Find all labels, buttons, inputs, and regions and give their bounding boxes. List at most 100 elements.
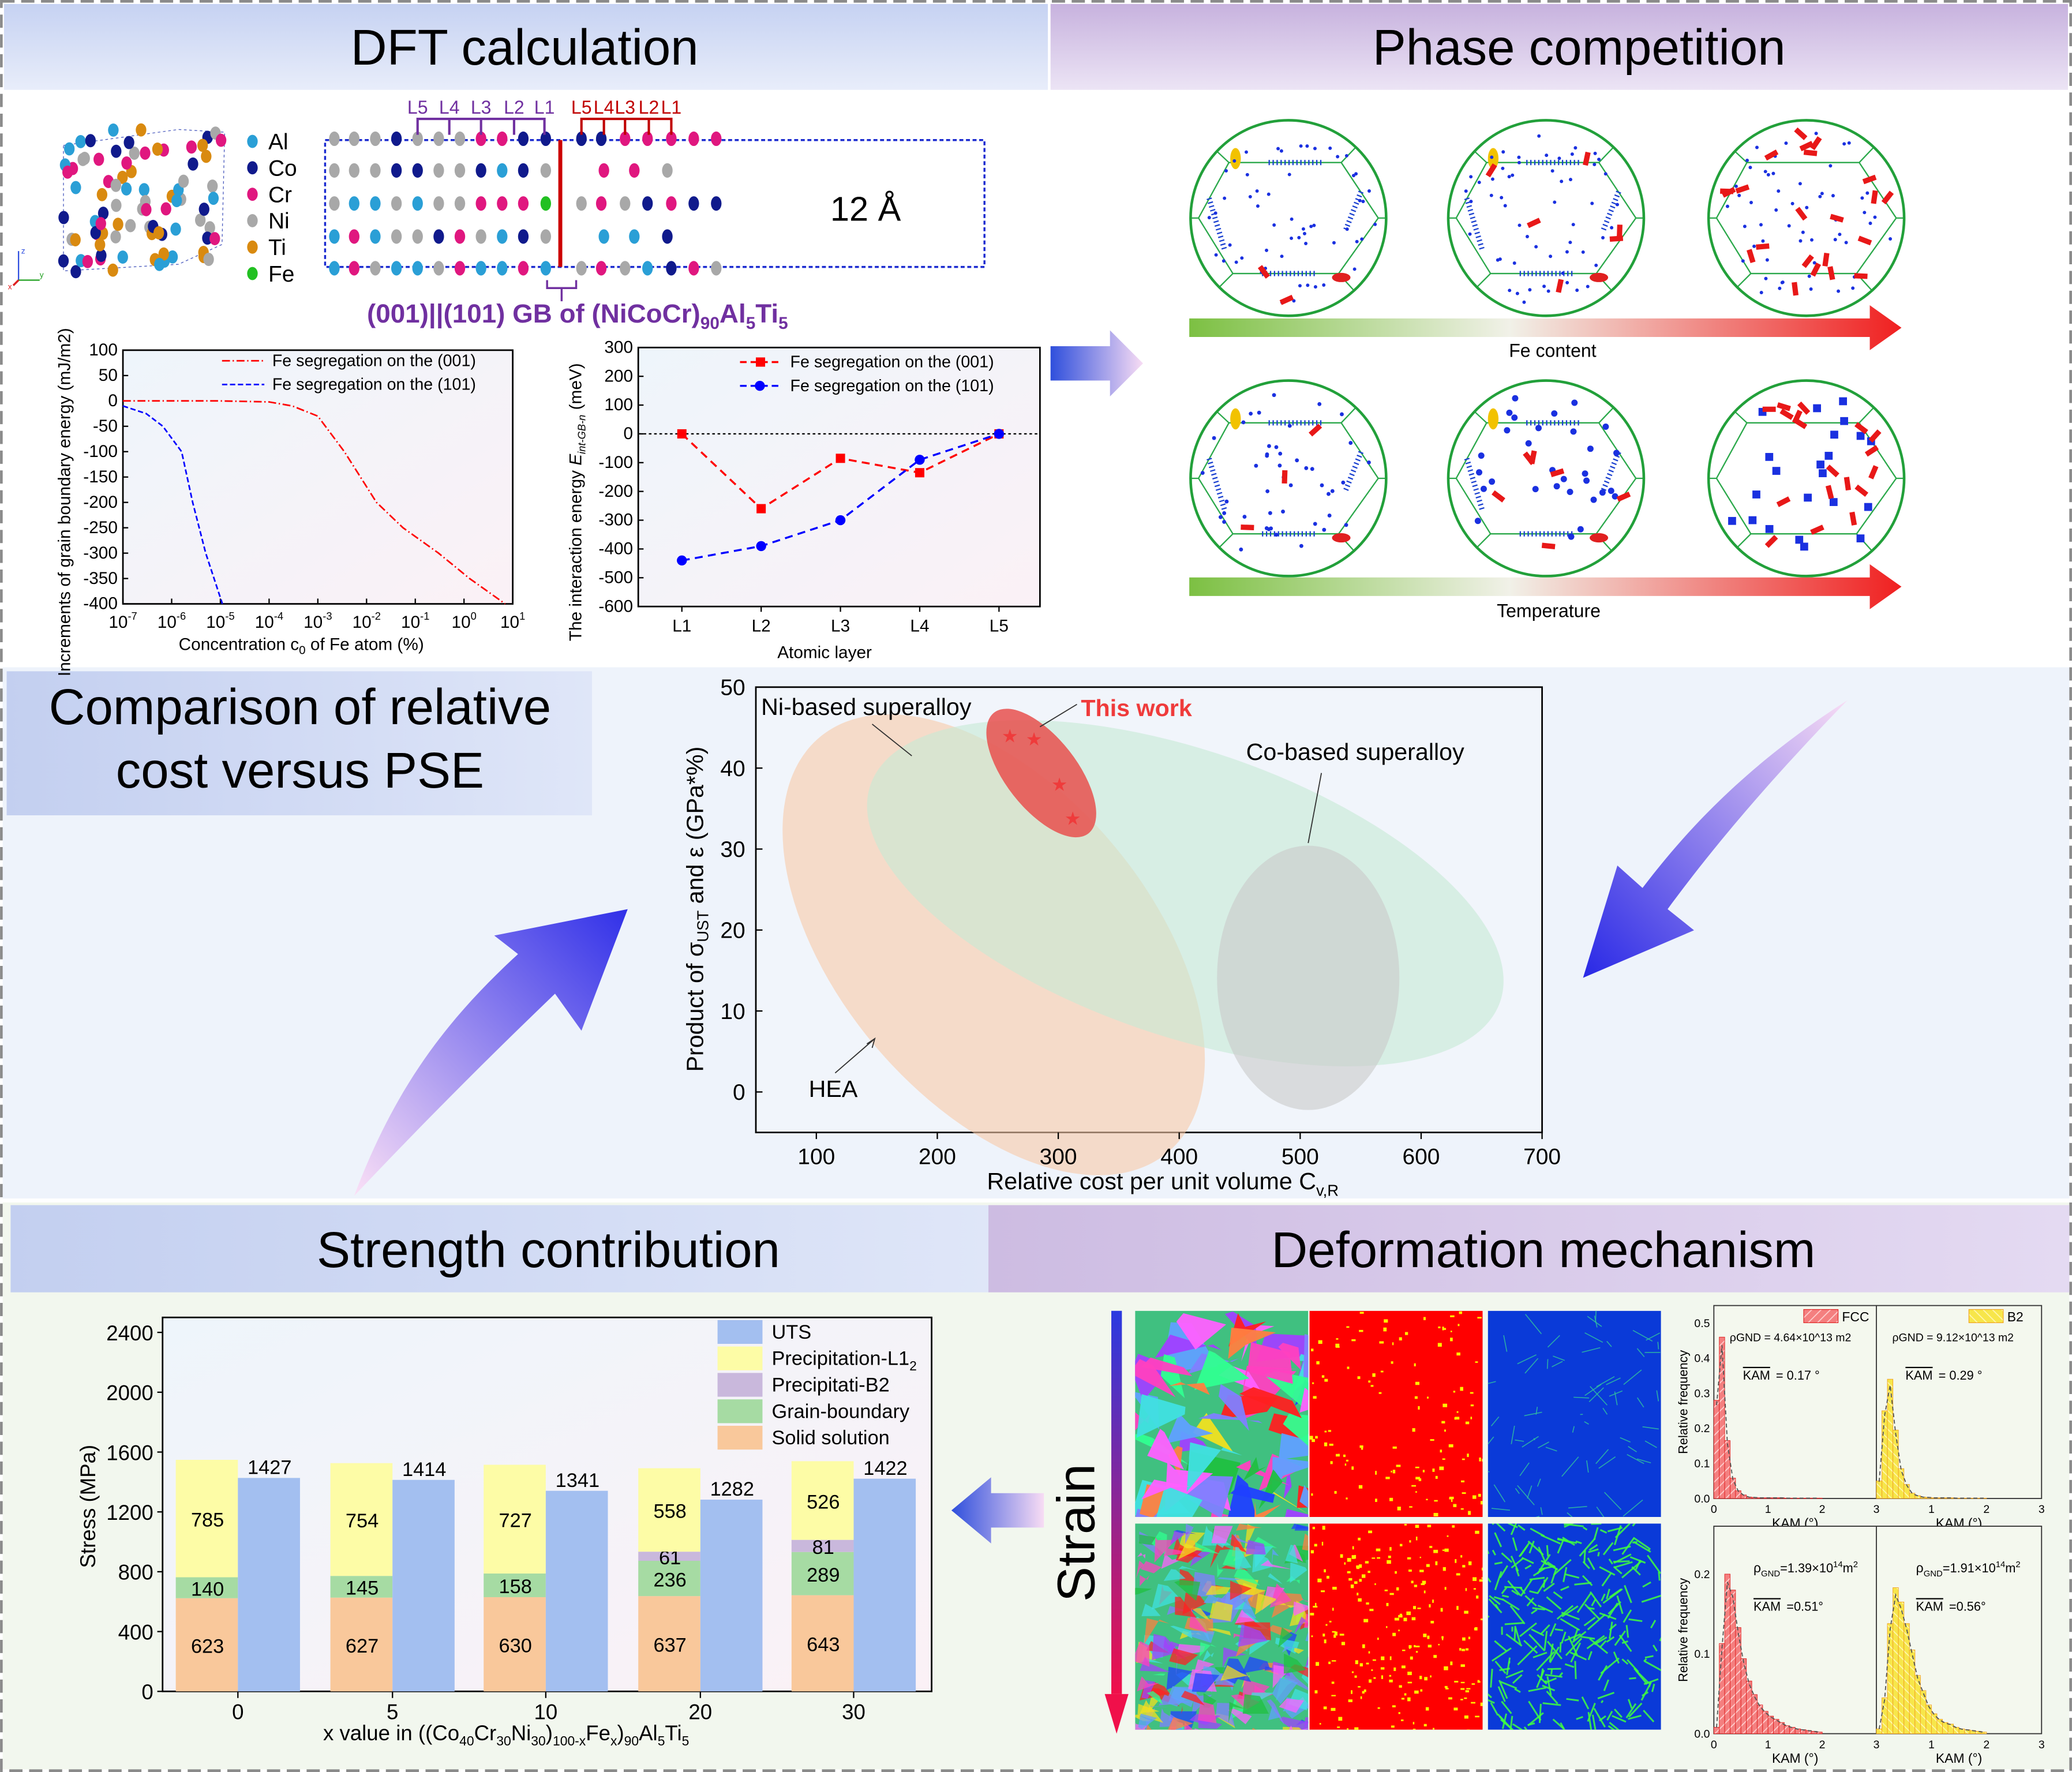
- kam-boundary: [1581, 1696, 1590, 1710]
- gb-atom: [349, 196, 359, 211]
- kam-boundary: [1613, 1709, 1623, 1718]
- b2-phase-speck: [1359, 1663, 1363, 1667]
- bar-segment-precipitati-b2: [638, 1552, 700, 1561]
- l12-particle: [1766, 173, 1770, 177]
- header-deformation: Deformation mechanism: [988, 1205, 2070, 1293]
- l12-particle: [1734, 184, 1738, 188]
- b2-phase-speck: [1407, 1697, 1411, 1702]
- b2-phase-speck: [1381, 1656, 1385, 1661]
- grain: [1199, 1642, 1217, 1657]
- grain: [1272, 1665, 1299, 1688]
- grain: [1174, 1579, 1201, 1601]
- grain: [1247, 1342, 1293, 1384]
- histogram-frame: [1713, 1305, 2043, 1499]
- kam-boundary: [1553, 1355, 1565, 1361]
- x-tick-label: 10-4: [255, 610, 283, 632]
- b2-phase-speck: [1412, 1728, 1416, 1730]
- gb-atom: [433, 163, 444, 178]
- histogram-bar: [1767, 1715, 1774, 1734]
- gb-segregation-band: [1207, 197, 1228, 252]
- gb-atom: [475, 131, 486, 147]
- y-tick-label: -600: [598, 597, 633, 616]
- gb-atom: [540, 131, 552, 147]
- gb-atom: [475, 261, 486, 276]
- grain: [1294, 1616, 1309, 1635]
- b2-phase-speck: [1415, 1646, 1420, 1647]
- kam-boundary: [1488, 1598, 1503, 1613]
- grain: [1186, 1442, 1243, 1492]
- microstructure-circle: [1707, 119, 1906, 317]
- circle-border: [1447, 119, 1646, 317]
- grain: [1181, 1706, 1184, 1714]
- b2-phase-speck: [1454, 1417, 1456, 1420]
- kam-boundary: [1591, 1714, 1597, 1730]
- b2-phase-speck: [1432, 1468, 1435, 1472]
- b2-phase-speck: [1398, 1712, 1400, 1714]
- grain: [1305, 1632, 1309, 1642]
- red-precipitate: [1777, 402, 1791, 411]
- bar-value-label: 623: [191, 1635, 224, 1657]
- grain: [1228, 1709, 1252, 1725]
- l12-particle: [1568, 533, 1575, 540]
- y-tick-label: -250: [83, 518, 118, 537]
- l12-particle: [1820, 192, 1824, 196]
- b2-phase-speck: [1368, 1651, 1370, 1654]
- arrow-left-icon: [951, 1477, 1044, 1544]
- l12-particle: [1290, 217, 1294, 221]
- histogram-bar: [1887, 1623, 1894, 1734]
- kam-boundary: [1519, 1622, 1537, 1638]
- b2-phase-speck: [1380, 1667, 1385, 1670]
- this-work-star: ★: [1065, 808, 1081, 829]
- gb-atom: [412, 261, 423, 276]
- histogram-bar: [1735, 1490, 1741, 1499]
- x-tick-label: 10-1: [401, 610, 429, 632]
- l12-particle: [1224, 499, 1229, 504]
- gb-atom: [620, 196, 631, 211]
- bar-uts-label: 1422: [863, 1458, 907, 1479]
- b2-phase-speck: [1400, 1719, 1404, 1721]
- precipitate-red: [1332, 272, 1351, 282]
- gb-atom: [497, 196, 508, 211]
- l12-particle: [1764, 276, 1768, 280]
- b2-phase-speck: [1401, 1665, 1406, 1669]
- kam-boundary: [1511, 1557, 1524, 1569]
- precipitate-yellow: [1488, 148, 1499, 170]
- l12-particle: [1807, 274, 1811, 278]
- kam-boundary: [1567, 1512, 1573, 1518]
- b2-phase-speck: [1389, 1593, 1394, 1595]
- kam-boundary: [1537, 1478, 1541, 1487]
- bar-value-label: 727: [499, 1510, 532, 1532]
- x-tick-label: 101: [500, 610, 525, 632]
- b2-phase-speck: [1452, 1525, 1455, 1528]
- series-line-0: [123, 400, 506, 605]
- kam-boundary: [1569, 1651, 1587, 1661]
- b2-phase-speck: [1321, 1375, 1325, 1378]
- l12-particle: [1249, 411, 1253, 416]
- b2-phase-speck: [1333, 1634, 1336, 1638]
- l12-particle: [1367, 460, 1371, 464]
- b2-phase-speck: [1378, 1392, 1382, 1394]
- l12-particle: [1354, 172, 1358, 176]
- b2-phase-speck: [1386, 1603, 1389, 1606]
- legend-label-al: Al: [268, 130, 288, 155]
- gb-atom: [433, 229, 444, 244]
- legend-label: Grain-boundary: [771, 1400, 909, 1422]
- b2-phase-speck: [1381, 1675, 1384, 1679]
- l12-particle: [1489, 193, 1493, 197]
- b2-phase-speck: [1313, 1396, 1317, 1399]
- b2-phase-speck: [1374, 1583, 1376, 1586]
- b2-phase-speck: [1472, 1577, 1477, 1581]
- kam-boundary: [1539, 1668, 1544, 1681]
- kam-boundary: [1543, 1680, 1548, 1683]
- red-precipitate: [1720, 188, 1734, 194]
- kam-boundary: [1488, 1549, 1490, 1554]
- b2-particle: [1819, 469, 1827, 477]
- kam-boundary: [1591, 1598, 1597, 1606]
- l12-particle: [1274, 445, 1279, 449]
- b2-phase-speck: [1456, 1352, 1460, 1356]
- y-tick-label: 0.5: [1694, 1317, 1710, 1330]
- grain: [1217, 1577, 1242, 1580]
- atom: [167, 250, 178, 264]
- x-tick-label: 1: [1928, 1739, 1935, 1751]
- legend-atom-al: [247, 134, 258, 148]
